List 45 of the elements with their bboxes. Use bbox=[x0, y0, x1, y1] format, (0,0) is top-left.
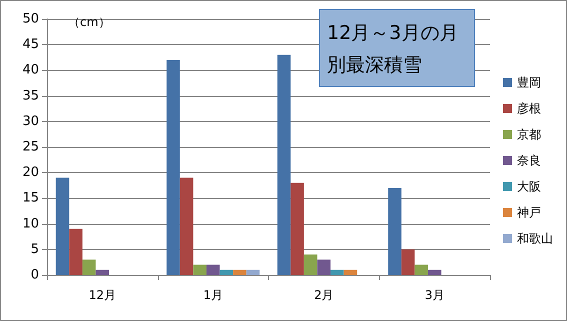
y-tick-label: 5 bbox=[30, 242, 39, 257]
bar bbox=[233, 270, 246, 275]
bar bbox=[330, 270, 344, 275]
bar bbox=[69, 228, 82, 275]
bar bbox=[290, 182, 304, 275]
y-tick-label: 45 bbox=[22, 37, 39, 52]
x-tick-label: 12月 bbox=[88, 288, 116, 302]
bar bbox=[180, 178, 194, 275]
x-tick-label: 3月 bbox=[424, 288, 444, 302]
bar bbox=[401, 249, 415, 275]
bar bbox=[388, 188, 402, 275]
bar bbox=[317, 260, 331, 275]
legend-label: 彦根 bbox=[517, 102, 541, 116]
y-tick-label: 25 bbox=[22, 140, 39, 154]
y-axis-title: （cm） bbox=[68, 15, 110, 29]
legend-label: 和歌山 bbox=[517, 232, 553, 246]
y-tick-label: 35 bbox=[22, 88, 39, 104]
bar bbox=[304, 254, 318, 275]
y-tick-label: 30 bbox=[22, 114, 39, 129]
bar bbox=[277, 54, 291, 275]
bar bbox=[428, 270, 442, 275]
bar bbox=[166, 60, 180, 275]
legend-label: 大阪 bbox=[517, 180, 541, 194]
bar bbox=[56, 178, 70, 275]
legend-label: 奈良 bbox=[517, 154, 541, 168]
text: 12月～3月の月別最深積雪 bbox=[327, 22, 458, 76]
legend-label: 豊岡 bbox=[517, 76, 541, 90]
bar bbox=[82, 260, 96, 275]
bar bbox=[414, 264, 428, 275]
legend-label: 京都 bbox=[517, 128, 541, 142]
y-tick-label: 10 bbox=[22, 216, 39, 232]
bar bbox=[344, 270, 358, 275]
legend-label: 神戸 bbox=[517, 206, 541, 220]
bar bbox=[206, 264, 220, 275]
y-tick-label: 40 bbox=[22, 62, 39, 78]
x-tick-label: 1月 bbox=[203, 288, 223, 302]
bar bbox=[193, 264, 206, 275]
bar bbox=[246, 270, 260, 275]
y-tick-label: 0 bbox=[30, 268, 39, 282]
y-tick-label: 50 bbox=[22, 12, 39, 26]
bar bbox=[220, 270, 234, 275]
y-tick-label: 20 bbox=[22, 165, 39, 180]
y-tick-label: 15 bbox=[22, 190, 39, 206]
x-tick-label: 2月 bbox=[314, 288, 334, 302]
bar bbox=[96, 270, 110, 275]
